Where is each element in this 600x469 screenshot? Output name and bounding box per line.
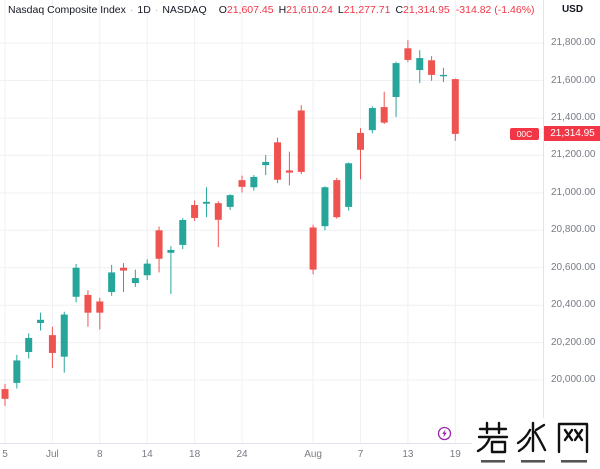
- candle-body[interactable]: [345, 163, 353, 207]
- candle-body[interactable]: [179, 220, 187, 245]
- price-axis-label: 20,400.00: [551, 299, 596, 311]
- candle-body[interactable]: [60, 314, 68, 357]
- time-axis-label: 13: [402, 449, 414, 460]
- time-axis-label: 14: [141, 449, 153, 460]
- separator-dot: ·: [154, 4, 159, 16]
- candle-body[interactable]: [48, 335, 56, 353]
- high-value: 21,610.24: [286, 4, 333, 16]
- candle-body[interactable]: [108, 272, 116, 293]
- time-axis-label: Aug: [304, 449, 322, 460]
- candle-body[interactable]: [392, 63, 400, 97]
- price-axis-label: 21,000.00: [551, 186, 596, 198]
- currency-toggle[interactable]: USD: [561, 4, 584, 15]
- ohlc-values: O21,607.45 H21,610.24 L21,277.71 C21,314.95: [214, 4, 450, 16]
- candle-body[interactable]: [191, 205, 199, 218]
- low-label: L: [337, 4, 344, 16]
- candle-body[interactable]: [416, 58, 424, 71]
- candle-body[interactable]: [357, 132, 364, 150]
- open-label: O: [218, 4, 227, 16]
- candle-body[interactable]: [13, 360, 21, 383]
- candle-body[interactable]: [428, 60, 436, 75]
- candle-body[interactable]: [380, 107, 388, 123]
- change-value: -314.82 (-1.46%): [455, 4, 535, 16]
- candle-body[interactable]: [404, 48, 412, 60]
- time-axis-label: 24: [236, 449, 248, 460]
- high-label: H: [278, 4, 287, 16]
- exchange-label[interactable]: NASDAQ: [162, 4, 207, 16]
- price-axis-label: 20,000.00: [551, 374, 596, 386]
- candle-body[interactable]: [72, 267, 80, 297]
- candle-body[interactable]: [274, 142, 282, 180]
- candle-body[interactable]: [297, 110, 305, 172]
- timeframe-label[interactable]: 1D: [137, 4, 151, 16]
- candle-body[interactable]: [226, 195, 234, 207]
- candle-body[interactable]: [333, 180, 341, 218]
- candle-body[interactable]: [262, 161, 270, 166]
- time-axis-label: 8: [97, 449, 103, 460]
- candle-body[interactable]: [309, 227, 317, 270]
- candle-body[interactable]: [25, 337, 33, 353]
- candle-body[interactable]: [96, 301, 104, 313]
- candle-body[interactable]: [143, 263, 151, 276]
- price-axis-label: 21,800.00: [551, 37, 596, 49]
- time-axis-label: Jul: [45, 449, 59, 460]
- time-axis-label: 18: [189, 449, 201, 460]
- time-axis-label: 19: [449, 449, 461, 460]
- candle-body[interactable]: [131, 278, 139, 284]
- candle-body[interactable]: [321, 187, 329, 227]
- chart-legend: Nasdaq Composite Index · 1D · NASDAQ O21,607.…: [8, 4, 535, 16]
- candle-body[interactable]: [368, 108, 376, 131]
- price-axis-label: 20,600.00: [551, 261, 596, 273]
- time-axis-label: 5: [2, 449, 8, 460]
- price-axis[interactable]: USD 21,314.95 21,800.00 21,600.00 21,400.0…: [543, 0, 600, 443]
- close-value: 21,314.95: [403, 4, 450, 16]
- symbol-title[interactable]: Nasdaq Composite Index: [8, 4, 126, 16]
- price-axis-label: 21,200.00: [551, 149, 596, 161]
- candlestick-chart[interactable]: [0, 0, 543, 443]
- open-value: 21,607.45: [226, 4, 274, 16]
- candle-body[interactable]: [451, 79, 459, 134]
- time-axis-label: 7: [357, 449, 364, 460]
- last-price-badge: 21,314.95: [544, 126, 600, 142]
- candle-body[interactable]: [202, 201, 210, 204]
- candle-body[interactable]: [285, 170, 293, 173]
- candle-body[interactable]: [84, 294, 92, 313]
- candle-body[interactable]: [167, 249, 175, 253]
- price-axis-label: 20,800.00: [551, 224, 596, 236]
- candle-body[interactable]: [439, 74, 447, 77]
- candle-body[interactable]: [37, 319, 45, 323]
- watermark-glyphs: [476, 421, 589, 463]
- candle-body[interactable]: [214, 203, 222, 220]
- close-label: C: [395, 4, 404, 16]
- candle-body[interactable]: [250, 176, 258, 188]
- countdown-tag: 00C: [510, 127, 539, 140]
- low-value: 21,277.71: [343, 4, 391, 16]
- price-axis-label: 21,400.00: [551, 111, 596, 123]
- candle-body[interactable]: [120, 267, 127, 271]
- price-axis-label: 20,200.00: [551, 336, 596, 348]
- candle-body[interactable]: [155, 230, 163, 259]
- price-axis-label: 21,600.00: [551, 74, 596, 86]
- watermark: [472, 418, 600, 468]
- lightning-icon[interactable]: [437, 426, 452, 441]
- candle-body[interactable]: [1, 389, 9, 399]
- separator-dot: ·: [129, 4, 134, 16]
- candle-body[interactable]: [238, 180, 246, 187]
